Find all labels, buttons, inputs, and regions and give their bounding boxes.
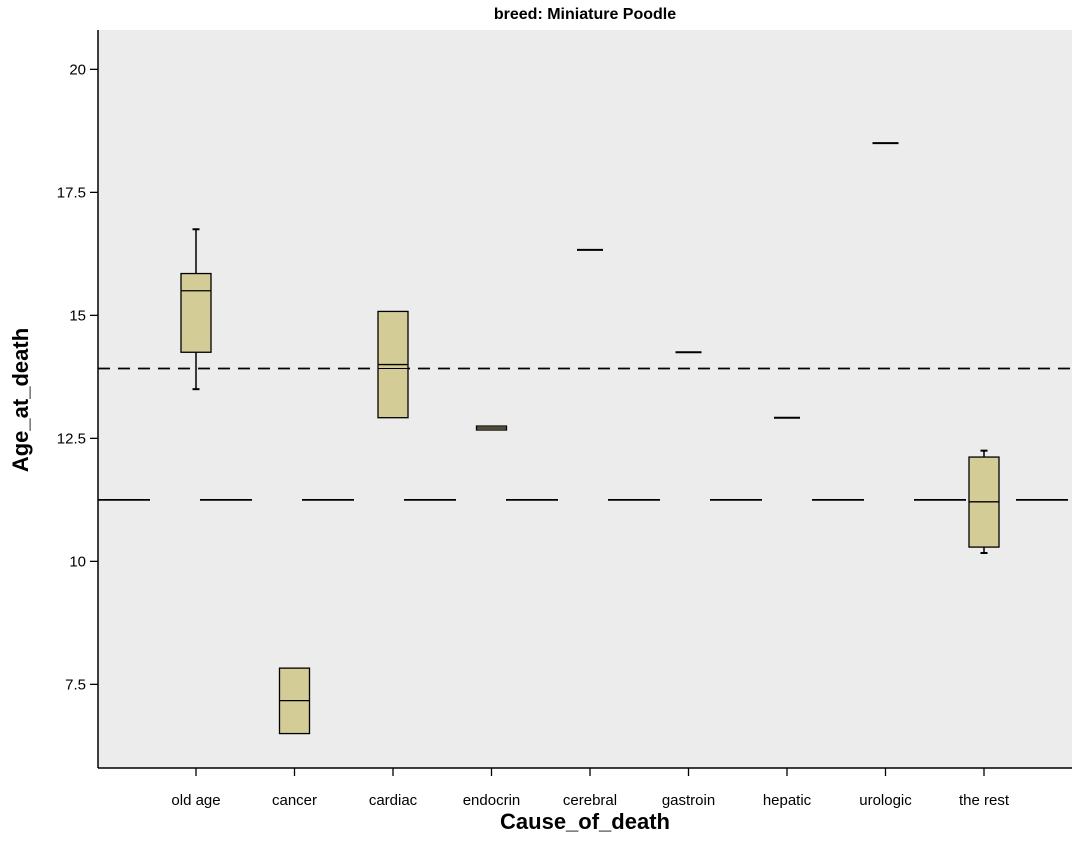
x-tick-label: cancer [272, 792, 317, 809]
y-tick-label: 15 [69, 307, 86, 324]
box-cancer [278, 667, 311, 735]
x-tick-label: cardiac [369, 792, 418, 809]
y-tick-label: 20 [69, 61, 86, 78]
y-axis-title: Age_at_death [8, 328, 33, 472]
x-tick-label: endocrin [463, 792, 521, 809]
axes [97, 30, 1072, 769]
x-axis-title: Cause_of_death [500, 809, 670, 834]
y-tick-label: 7.5 [65, 676, 86, 693]
y-tick-label: 10 [69, 553, 86, 570]
y-tick-label: 17.5 [57, 184, 86, 201]
y-tick-label: 12.5 [57, 430, 86, 447]
x-axis-ticks: old age cancer cardiac endocrin cerebral gast… [171, 768, 1010, 809]
reference-lines [98, 367, 1072, 501]
box-cardiac [377, 310, 409, 419]
box-the-rest [968, 449, 1000, 554]
box-endocrin [475, 425, 508, 431]
x-tick-label: the rest [959, 792, 1010, 809]
box-old-age [180, 228, 212, 391]
x-tick-label: urologic [859, 792, 912, 809]
x-tick-label: gastroin [662, 792, 715, 809]
y-axis-ticks: 7.5 10 12.5 15 17.5 20 [57, 61, 98, 693]
chart-title: breed: Miniature Poodle [494, 6, 676, 23]
boxes [180, 142, 1000, 735]
x-tick-label: old age [171, 792, 220, 809]
x-tick-label: cerebral [563, 792, 617, 809]
box-body [180, 272, 212, 353]
plot-area [98, 30, 1072, 768]
x-tick-label: hepatic [763, 792, 812, 809]
